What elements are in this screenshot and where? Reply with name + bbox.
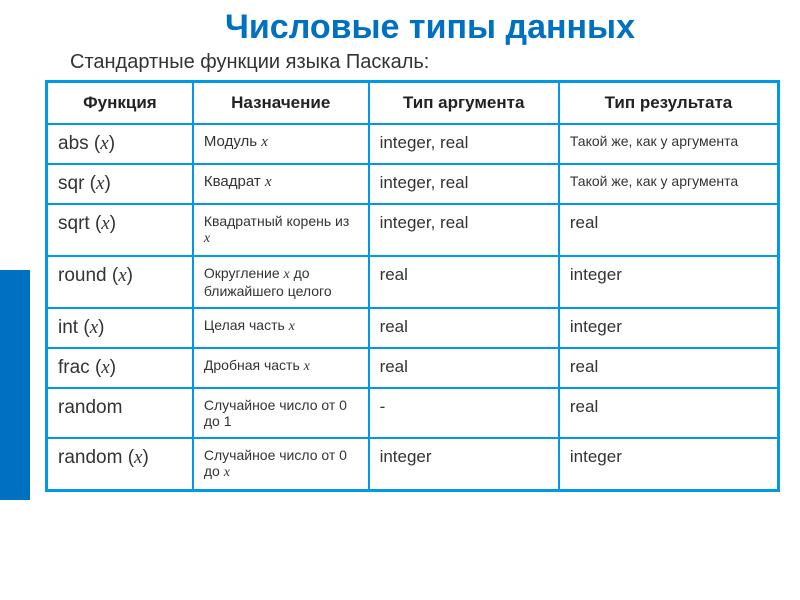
cell-result-type: real: [559, 388, 779, 438]
cell-arg-type: real: [369, 308, 559, 348]
cell-result-type: real: [559, 348, 779, 388]
column-header-function: Функция: [47, 82, 193, 125]
cell-result-type: real: [559, 204, 779, 256]
table-row: sqrt (x)Квадратный корень из xinteger, r…: [47, 204, 779, 256]
page-title: Числовые типы данных: [0, 0, 800, 51]
cell-description: Квадрат x: [193, 164, 369, 204]
table-row: frac (x)Дробная часть xrealreal: [47, 348, 779, 388]
cell-result-type: Такой же, как у аргумента: [559, 164, 779, 204]
table-row: randomСлучайное число от 0 до 1-real: [47, 388, 779, 438]
cell-arg-type: integer, real: [369, 164, 559, 204]
cell-function: sqrt (x): [47, 204, 193, 256]
cell-arg-type: -: [369, 388, 559, 438]
table-row: abs (x)Модуль xinteger, realТакой же, ка…: [47, 124, 779, 164]
cell-result-type: integer: [559, 256, 779, 308]
cell-description: Дробная часть x: [193, 348, 369, 388]
column-header-purpose: Назначение: [193, 82, 369, 125]
cell-arg-type: integer, real: [369, 124, 559, 164]
cell-arg-type: real: [369, 256, 559, 308]
functions-table: Функция Назначение Тип аргумента Тип рез…: [45, 80, 780, 492]
cell-function: abs (x): [47, 124, 193, 164]
cell-result-type: integer: [559, 438, 779, 491]
cell-result-type: integer: [559, 308, 779, 348]
cell-result-type: Такой же, как у аргумента: [559, 124, 779, 164]
cell-description: Целая часть x: [193, 308, 369, 348]
decorative-sidebar: [0, 270, 30, 500]
column-header-arg-type: Тип аргумента: [369, 82, 559, 125]
table-row: random (x)Случайное число от 0 до xinteg…: [47, 438, 779, 491]
cell-description: Квадратный корень из x: [193, 204, 369, 256]
cell-function: random (x): [47, 438, 193, 491]
cell-description: Случайное число от 0 до 1: [193, 388, 369, 438]
cell-description: Случайное число от 0 до x: [193, 438, 369, 491]
cell-arg-type: real: [369, 348, 559, 388]
table-header-row: Функция Назначение Тип аргумента Тип рез…: [47, 82, 779, 125]
table-container: Функция Назначение Тип аргумента Тип рез…: [0, 80, 800, 492]
cell-function: frac (x): [47, 348, 193, 388]
page-subtitle: Стандартные функции языка Паскаль:: [0, 51, 800, 80]
cell-function: int (x): [47, 308, 193, 348]
cell-function: round (x): [47, 256, 193, 308]
column-header-result-type: Тип результата: [559, 82, 779, 125]
cell-description: Модуль x: [193, 124, 369, 164]
cell-function: sqr (x): [47, 164, 193, 204]
table-row: sqr (x)Квадрат xinteger, realТакой же, к…: [47, 164, 779, 204]
cell-arg-type: integer: [369, 438, 559, 491]
cell-function: random: [47, 388, 193, 438]
cell-description: Округление x до ближайшего целого: [193, 256, 369, 308]
table-row: round (x)Округление x до ближайшего цело…: [47, 256, 779, 308]
table-row: int (x)Целая часть xrealinteger: [47, 308, 779, 348]
cell-arg-type: integer, real: [369, 204, 559, 256]
